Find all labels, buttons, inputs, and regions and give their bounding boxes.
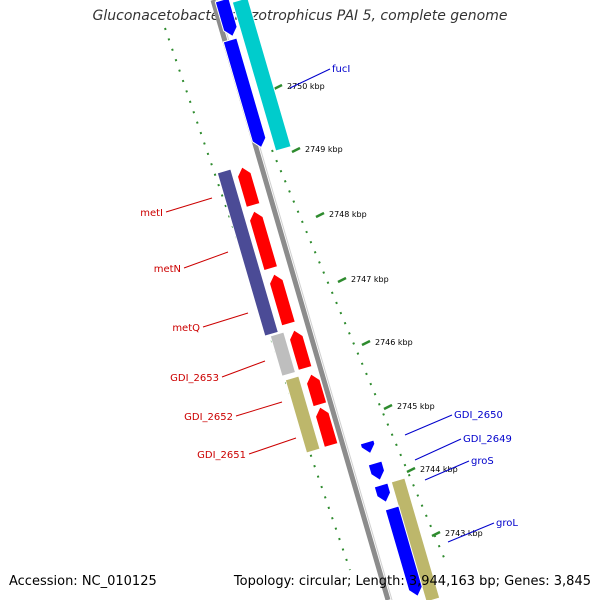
gene-label-gdi_2650[interactable]: GDI_2650 <box>454 410 503 421</box>
gene-label-gdi_2651[interactable]: GDI_2651 <box>197 450 246 461</box>
tick-mark <box>431 530 441 538</box>
gene-label-metq[interactable]: metQ <box>172 323 200 334</box>
gene-label-gdi_2653[interactable]: GDI_2653 <box>170 373 219 384</box>
gene-feature-fuci[interactable] <box>222 37 267 149</box>
gene-feature-metq[interactable] <box>268 273 296 327</box>
cog-block-khaki <box>284 375 321 454</box>
tick-mark <box>406 466 416 474</box>
leader-line <box>183 251 229 269</box>
page-title: Gluconacetobacter diazotrophicus PAI 5, … <box>92 8 508 24</box>
tick-label: 2745 kbp <box>397 402 435 411</box>
tick-mark <box>337 276 347 284</box>
leader-line <box>221 360 266 378</box>
gene-label-fuci[interactable]: fucI <box>332 64 350 75</box>
gene-label-grol[interactable]: groL <box>496 518 518 529</box>
tick-mark <box>291 146 301 154</box>
gene-feature-metn[interactable] <box>248 210 279 272</box>
tick-label: 2750 kbp <box>287 82 325 91</box>
tick-label: 2744 kbp <box>420 465 458 474</box>
tick-label: 2749 kbp <box>305 145 343 154</box>
gene-label-gros[interactable]: groS <box>471 456 494 467</box>
cog-block-gray <box>269 331 297 377</box>
leader-line <box>235 401 283 417</box>
tick-mark <box>315 211 325 219</box>
leader-line <box>165 197 213 213</box>
gene-label-gdi_2649[interactable]: GDI_2649 <box>463 434 512 445</box>
gene-feature-gdi_2650[interactable] <box>359 439 376 455</box>
tick-label: 2747 kbp <box>351 275 389 284</box>
gene-feature-gdi_2651[interactable] <box>314 406 339 448</box>
cog-block-purple <box>216 168 279 337</box>
gene-feature-gros[interactable] <box>373 482 392 504</box>
gene-feature-gdi_2653[interactable] <box>288 329 313 371</box>
tick-label: 2746 kbp <box>375 338 413 347</box>
cog-block-cyan <box>231 0 292 152</box>
leader-line <box>447 522 495 543</box>
tick-mark <box>361 339 371 347</box>
gene-feature-gdi_2649[interactable] <box>367 460 386 482</box>
gene-label-gdi_2652[interactable]: GDI_2652 <box>184 412 233 423</box>
leader-line <box>248 437 297 455</box>
accession-text: Accession: NC_010125 <box>9 574 157 589</box>
leader-line <box>414 438 462 461</box>
tick-mark <box>273 83 283 91</box>
leader-line <box>202 312 249 328</box>
gene-feature-gdi_2650[interactable] <box>214 0 238 38</box>
tick-label: 2748 kbp <box>329 210 367 219</box>
gene-feature-meti[interactable] <box>236 166 261 208</box>
gene-label-metn[interactable]: metN <box>154 264 181 275</box>
tick-mark <box>383 403 393 411</box>
leader-line <box>404 414 453 436</box>
gene-feature-grol[interactable] <box>384 505 423 598</box>
genome-summary-text: Topology: circular; Length: 3,944,163 bp… <box>233 574 591 589</box>
leader-line <box>289 68 331 89</box>
gene-label-meti[interactable]: metI <box>140 208 163 219</box>
gene-feature-gdi_2652[interactable] <box>305 373 328 408</box>
leader-line <box>424 460 470 481</box>
tick-label: 2743 kbp <box>445 529 483 538</box>
